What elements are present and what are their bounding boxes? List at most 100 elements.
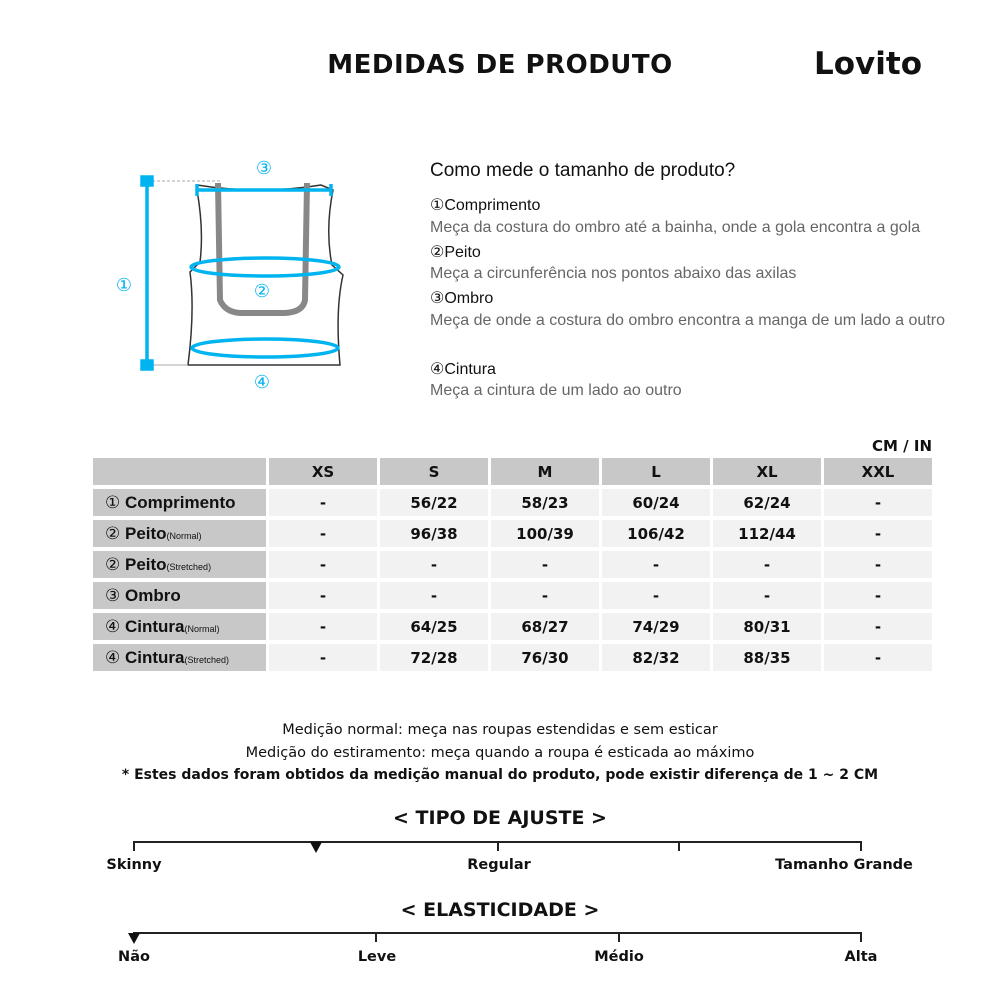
- table-cell: -: [713, 582, 821, 609]
- table-cell: 74/29: [602, 613, 710, 640]
- table-row: ④ Cintura(Stretched) -72/28 76/30 82/32 88/3…: [93, 644, 932, 671]
- howto-desc-waist: Meça a cintura de um lado ao outro: [430, 382, 682, 399]
- table-cell: 64/25: [380, 613, 488, 640]
- level-marker-icon: [128, 933, 140, 944]
- table-cell: 72/28: [380, 644, 488, 671]
- table-cell: 96/38: [380, 520, 488, 547]
- scale-label: Skinny: [106, 857, 162, 873]
- table-row: ② Peito(Stretched) - - - - - -: [93, 551, 932, 578]
- table-cell: 60/24: [602, 489, 710, 516]
- garment-diagram: ① ② ③ ④: [116, 158, 344, 393]
- table-row: ④ Cintura(Normal) -64/25 68/27 74/29 80/31-: [93, 613, 932, 640]
- table-cell: -: [824, 520, 932, 547]
- howto-desc-shoulder: Meça de onde a costura do ombro encontra…: [430, 312, 945, 329]
- scale-tick: [678, 841, 681, 851]
- howto-heading: Como mede o tamanho de produto?: [430, 160, 736, 181]
- scale-label: Alta: [844, 949, 878, 965]
- row-label: ② Peito(Normal): [93, 520, 266, 547]
- scale-label: Médio: [594, 949, 644, 965]
- row-label: ④ Cintura(Stretched): [93, 644, 266, 671]
- table-cell: 82/32: [602, 644, 710, 671]
- row-label: ④ Cintura(Normal): [93, 613, 266, 640]
- size-header: L: [602, 458, 710, 485]
- row-name: Peito: [124, 554, 167, 574]
- table-cell: -: [602, 551, 710, 578]
- howto-head-waist: ④Cintura: [430, 361, 496, 378]
- size-table: XS S M L XL XXL ① Comprimento -56/22 58/23 60/24…: [90, 454, 935, 675]
- howto-head-shoulder: ③Ombro: [430, 290, 494, 307]
- label-1: ①: [116, 275, 132, 296]
- table-cell: 68/27: [491, 613, 599, 640]
- scale-label: Leve: [357, 949, 397, 965]
- row-label: ② Peito(Stretched): [93, 551, 266, 578]
- table-cell: -: [269, 520, 377, 547]
- page-title: MEDIDAS DE PRODUTO: [327, 50, 673, 80]
- row-number: ④: [105, 616, 121, 636]
- scale-line: [134, 932, 861, 934]
- scale-tick: [860, 841, 862, 851]
- scale-tick: [375, 932, 378, 942]
- note-stretch: Medição do estiramento: meça quando a ro…: [245, 745, 755, 761]
- scale-tick: [617, 932, 620, 942]
- unit-label: CM / IN: [872, 437, 932, 455]
- size-header: M: [491, 458, 599, 485]
- row-sub: (Normal): [166, 530, 202, 541]
- table-row: ③ Ombro - - - - - -: [93, 582, 932, 609]
- table-cell: -: [602, 582, 710, 609]
- table-cell: -: [824, 551, 932, 578]
- level-marker-icon: [309, 842, 322, 853]
- scale-tick: [133, 841, 135, 851]
- size-header: XL: [713, 458, 821, 485]
- table-cell: -: [491, 551, 599, 578]
- size-header: S: [380, 458, 488, 485]
- table-cell: 88/35: [713, 644, 821, 671]
- scale-label: Tamanho Grande: [775, 857, 913, 873]
- table-row: ① Comprimento -56/22 58/23 60/24 62/24-: [93, 489, 932, 516]
- howto-desc-length: Meça da costura do ombro até a bainha, o…: [430, 219, 921, 236]
- row-name: Comprimento: [124, 492, 236, 512]
- scale-tick: [860, 932, 862, 942]
- size-header: XXL: [824, 458, 932, 485]
- row-number: ②: [105, 523, 121, 543]
- table-cell: -: [269, 551, 377, 578]
- table-cell: -: [824, 613, 932, 640]
- scale-label: Não: [118, 949, 150, 965]
- howto-head-chest: ②Peito: [430, 244, 481, 261]
- table-cell: 56/22: [380, 489, 488, 516]
- header-blank: [93, 458, 266, 485]
- row-number: ①: [105, 492, 121, 512]
- row-label: ① Comprimento: [93, 489, 266, 516]
- row-number: ④: [105, 647, 121, 667]
- table-cell: -: [824, 582, 932, 609]
- size-header: XS: [269, 458, 377, 485]
- table-cell: -: [491, 582, 599, 609]
- table-cell: -: [824, 489, 932, 516]
- table-cell: 80/31: [713, 613, 821, 640]
- tank-top-outline: [187, 182, 344, 366]
- table-row: ② Peito(Normal) -96/38 100/39 106/42 112/44-: [93, 520, 932, 547]
- row-name: Peito: [124, 523, 167, 543]
- row-name: Cintura: [124, 616, 185, 636]
- table-cell: -: [824, 644, 932, 671]
- table-cell: -: [269, 644, 377, 671]
- table-cell: 76/30: [491, 644, 599, 671]
- row-label: ③ Ombro: [93, 582, 266, 609]
- scale-tick: [496, 841, 499, 851]
- row-sub: (Stretched): [184, 654, 230, 665]
- label-2: ②: [254, 281, 270, 302]
- table-cell: 112/44: [713, 520, 821, 547]
- row-name: Ombro: [124, 585, 181, 605]
- row-number: ③: [105, 585, 121, 605]
- table-cell: -: [380, 551, 488, 578]
- chest-ellipse: [189, 256, 341, 278]
- row-name: Cintura: [124, 647, 185, 667]
- scale-label: Regular: [467, 857, 531, 873]
- elasticity-title: < ELASTICIDADE >: [400, 899, 600, 921]
- table-cell: -: [713, 551, 821, 578]
- label-4: ④: [254, 372, 270, 393]
- waist-ellipse: [190, 337, 340, 359]
- table-cell: 58/23: [491, 489, 599, 516]
- row-sub: (Normal): [184, 623, 220, 634]
- table-cell: 62/24: [713, 489, 821, 516]
- row-sub: (Stretched): [166, 561, 212, 572]
